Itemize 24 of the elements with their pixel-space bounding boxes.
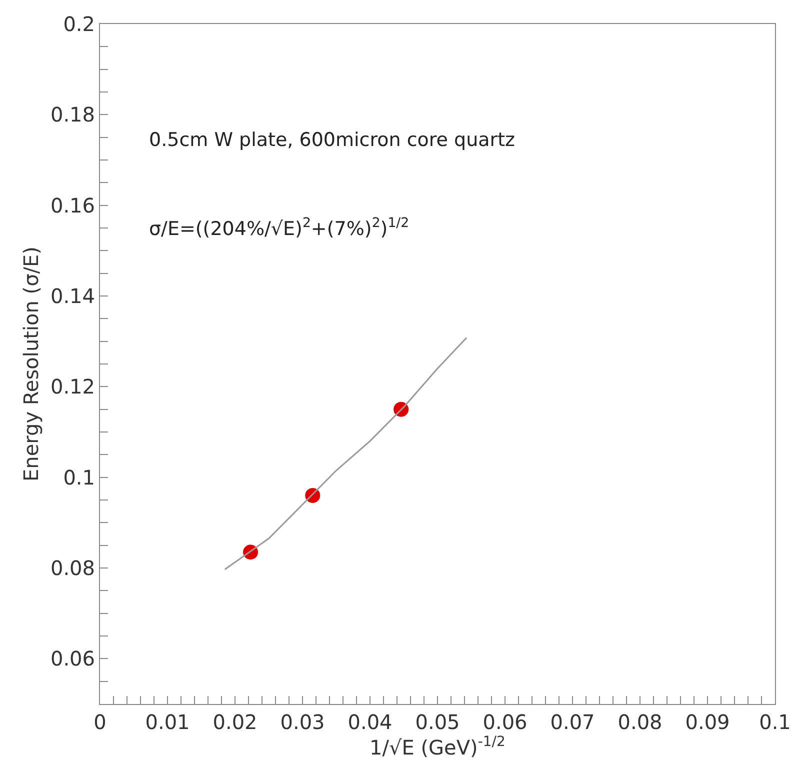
y-tick-label: 0.08 [50, 556, 95, 580]
y-tick-label: 0.12 [50, 374, 95, 399]
x-tick-label: 0.09 [685, 710, 730, 734]
y-tick-label: 0.1 [63, 465, 95, 490]
line-series [224, 336, 468, 570]
x-tick-label: 0.04 [348, 710, 392, 734]
x-axis-title: 1/√E (GeV)$^{-1/2}$ [370, 734, 506, 760]
x-tick-label: 0.1 [759, 710, 791, 734]
y-tick-label: 0.06 [50, 646, 95, 671]
x-tick-label: 0 [94, 710, 106, 734]
annotation: 0.5cm W plate, 600micron core quartz [149, 129, 516, 151]
y-tick-label: 0.18 [50, 102, 95, 127]
x-tick-label: 0.07 [550, 710, 595, 734]
annotation: σ/E=((204%/√E)$^{2}$+(7%)$^{2}$)$^{1/2}$ [149, 216, 410, 240]
x-tick-label: 0.05 [415, 710, 460, 734]
y-axis-title: Energy Resolution (σ/E) [18, 246, 43, 482]
x-tick-label: 0.01 [145, 710, 190, 734]
x-tick-label: 0.06 [482, 710, 528, 734]
x-tick-label: 0.02 [212, 710, 258, 734]
x-tick-label: 0.03 [280, 710, 325, 734]
x-tick-label: 0.08 [618, 710, 662, 734]
y-tick-label: 0.16 [50, 193, 95, 218]
y-tick-label: 0.2 [63, 12, 95, 36]
y-tick-label: 0.14 [50, 284, 95, 308]
